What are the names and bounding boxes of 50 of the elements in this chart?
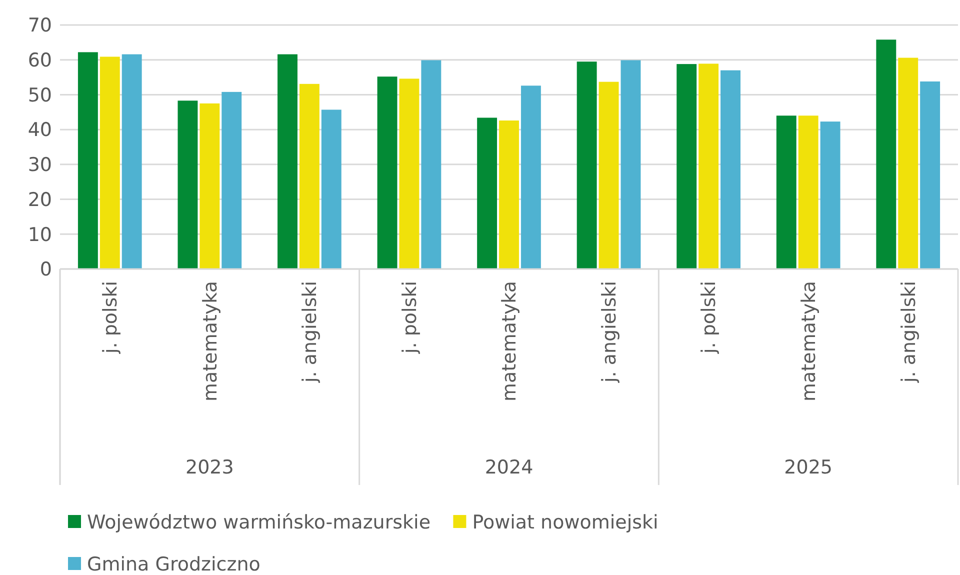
y-tick-label: 0	[40, 258, 52, 281]
bar	[920, 81, 940, 269]
x-tick-label: j. angielski	[299, 281, 322, 384]
y-tick-label: 70	[28, 14, 52, 37]
bar	[122, 54, 142, 269]
bar	[200, 103, 220, 269]
bar	[222, 92, 242, 269]
x-tick-label: j. polski	[398, 281, 421, 355]
bar	[776, 116, 796, 269]
bar	[499, 120, 519, 269]
bar	[377, 76, 398, 269]
text: 2025	[784, 456, 833, 479]
bar	[576, 62, 597, 269]
bar	[78, 52, 98, 269]
bar	[898, 58, 918, 269]
bar	[820, 122, 840, 269]
legend-label: Gmina Grodziczno	[87, 554, 260, 575]
x-tick-label: j. angielski	[898, 281, 920, 384]
y-tick-label: 50	[28, 84, 52, 106]
bar	[698, 64, 719, 269]
x-tick-label: matematyka	[498, 281, 521, 402]
y-tick-label: 10	[28, 224, 52, 246]
x-tick-label: matematyka	[798, 281, 820, 402]
legend-label: Powiat nowomiejski	[472, 512, 658, 534]
bar	[876, 40, 896, 269]
legend-label: Województwo warmińsko-mazurskie	[87, 512, 431, 534]
bar	[100, 56, 120, 269]
x-tick-label: j. polski	[698, 281, 720, 355]
y-tick-label: 40	[28, 119, 52, 142]
bar	[520, 86, 541, 269]
text: 2023	[185, 456, 234, 479]
x-tick-label: matematyka	[199, 281, 222, 402]
bar	[299, 84, 320, 269]
y-tick-label: 30	[28, 154, 52, 176]
bar	[798, 116, 818, 269]
bar	[620, 60, 641, 269]
bar	[676, 64, 697, 269]
y-tick-label: 60	[28, 50, 52, 72]
bar	[178, 100, 198, 269]
bar	[321, 110, 342, 269]
x-tick-label: j. polski	[100, 281, 122, 355]
bar	[477, 118, 498, 269]
bar	[598, 82, 619, 269]
bar	[399, 78, 420, 269]
text: 2024	[484, 456, 534, 479]
y-tick-label: 20	[28, 188, 52, 211]
bar	[421, 60, 442, 269]
x-tick-label: j. angielski	[598, 281, 620, 384]
bar	[278, 54, 298, 269]
bar	[720, 70, 740, 269]
